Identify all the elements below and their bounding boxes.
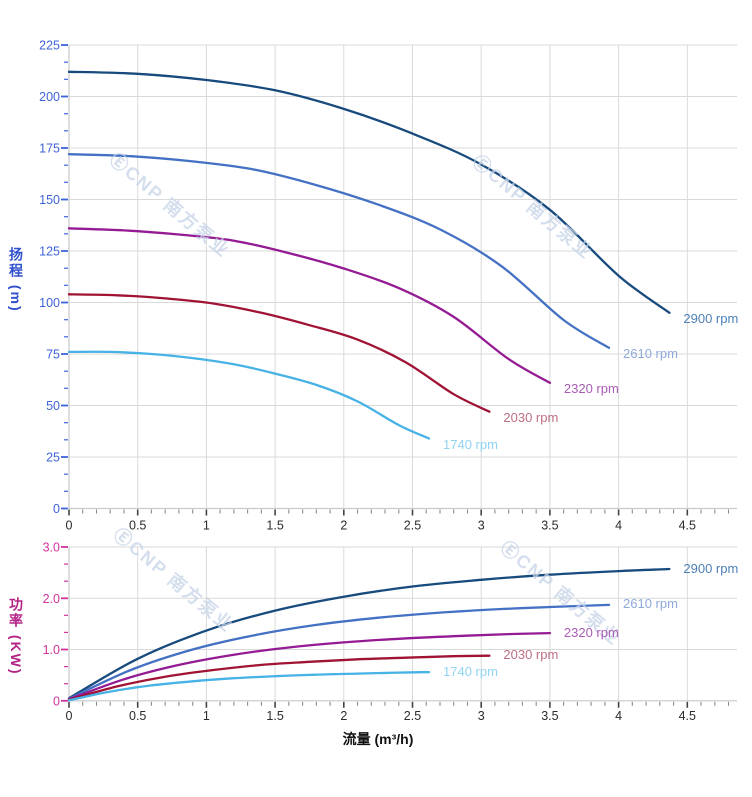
svg-text:1.5: 1.5 [266,519,283,533]
power-curve-2900-rpm [67,567,671,700]
head-curve-2610-rpm [67,153,611,349]
svg-text:100: 100 [39,296,60,310]
svg-text:4.5: 4.5 [679,709,696,723]
svg-text:4.5: 4.5 [679,519,696,533]
head-curve-2900-rpm [67,70,671,314]
svg-text:225: 225 [39,39,60,53]
svg-text:3.5: 3.5 [541,519,558,533]
svg-text:2.5: 2.5 [404,519,421,533]
svg-text:1.0: 1.0 [43,643,60,657]
svg-text:3.5: 3.5 [541,709,558,723]
head-x-ticks [68,509,730,516]
head-rpm-label-2610: 2610 rpm [623,346,678,362]
power-curve-2610-rpm [67,603,611,700]
x-axis-title: 流量 (m³/h) [342,731,414,747]
svg-text:2: 2 [340,709,347,723]
power-curve-2320-rpm [67,631,552,701]
power-curves [67,567,671,702]
svg-text:0.5: 0.5 [129,519,146,533]
power-rpm-label-2030: 2030 rpm [503,647,559,663]
power-rpm-label-2610: 2610 rpm [623,596,678,612]
head-axis-lines [68,45,737,510]
svg-text:1: 1 [203,709,210,723]
power-y-tick-labels: 0 1.0 2.0 3.0 [43,541,60,709]
power-curve-1740-rpm [67,670,431,702]
svg-text:175: 175 [39,142,60,156]
svg-text:200: 200 [39,90,60,104]
power-rpm-label-2900: 2900 rpm [683,560,739,576]
head-rpm-label-2320: 2320 rpm [563,381,619,397]
svg-text:0: 0 [53,502,60,516]
svg-text:1: 1 [203,519,210,533]
svg-text:3.0: 3.0 [43,541,60,555]
head-curves [67,70,671,440]
head-rpm-label-2900: 2900 rpm [683,311,739,327]
svg-text:0: 0 [66,519,73,533]
power-y-axis-title: 功率 (KW) [8,597,24,676]
power-curve-2030-rpm [67,654,491,701]
svg-text:0: 0 [66,709,73,723]
head-curve-2320-rpm [67,227,552,384]
svg-text:125: 125 [39,245,60,259]
head-x-tick-labels: 0 0.5 1 1.5 2 2.5 3 3.5 4 4.5 [66,519,697,533]
svg-text:25: 25 [46,451,60,465]
head-y-ticks [61,44,68,510]
svg-text:2.0: 2.0 [43,592,60,606]
head-rpm-label-2030: 2030 rpm [503,410,559,426]
svg-text:150: 150 [39,193,60,207]
svg-text:4: 4 [615,519,622,533]
svg-text:50: 50 [46,399,60,413]
svg-text:4: 4 [615,709,622,723]
svg-text:0: 0 [53,694,60,708]
svg-text:3: 3 [478,519,485,533]
power-gridlines [69,546,737,701]
svg-text:2: 2 [340,519,347,533]
power-rpm-label-1740: 1740 rpm [443,663,498,679]
svg-text:3: 3 [478,709,485,723]
head-chart: 0 25 50 75 100 125 150 175 200 225 0 0.5 1 1.5 2 2.5 3 3.… [39,39,737,533]
power-x-tick-labels: 0 0.5 1 1.5 2 2.5 3 3.5 4 4.5 [66,709,697,723]
head-y-tick-labels: 0 25 50 75 100 125 150 175 200 225 [39,39,60,517]
head-rpm-label-1740: 1740 rpm [443,437,498,452]
power-x-ticks [68,701,730,708]
power-chart: 0 1.0 2.0 3.0 0 0.5 1 1.5 2 2.5 3 3.5 4 4.5 [43,541,737,723]
svg-text:75: 75 [46,348,60,362]
power-y-ticks [61,546,68,702]
head-curve-1740-rpm [67,350,431,440]
power-rpm-label-2320: 2320 rpm [563,624,619,640]
power-axis-lines [68,547,737,702]
svg-text:2.5: 2.5 [404,709,421,723]
head-gridlines [69,44,737,509]
head-curve-2030-rpm [67,293,491,413]
svg-text:0.5: 0.5 [129,709,146,723]
head-y-axis-title: 扬程 (m) [8,247,24,313]
svg-text:1.5: 1.5 [266,709,283,723]
